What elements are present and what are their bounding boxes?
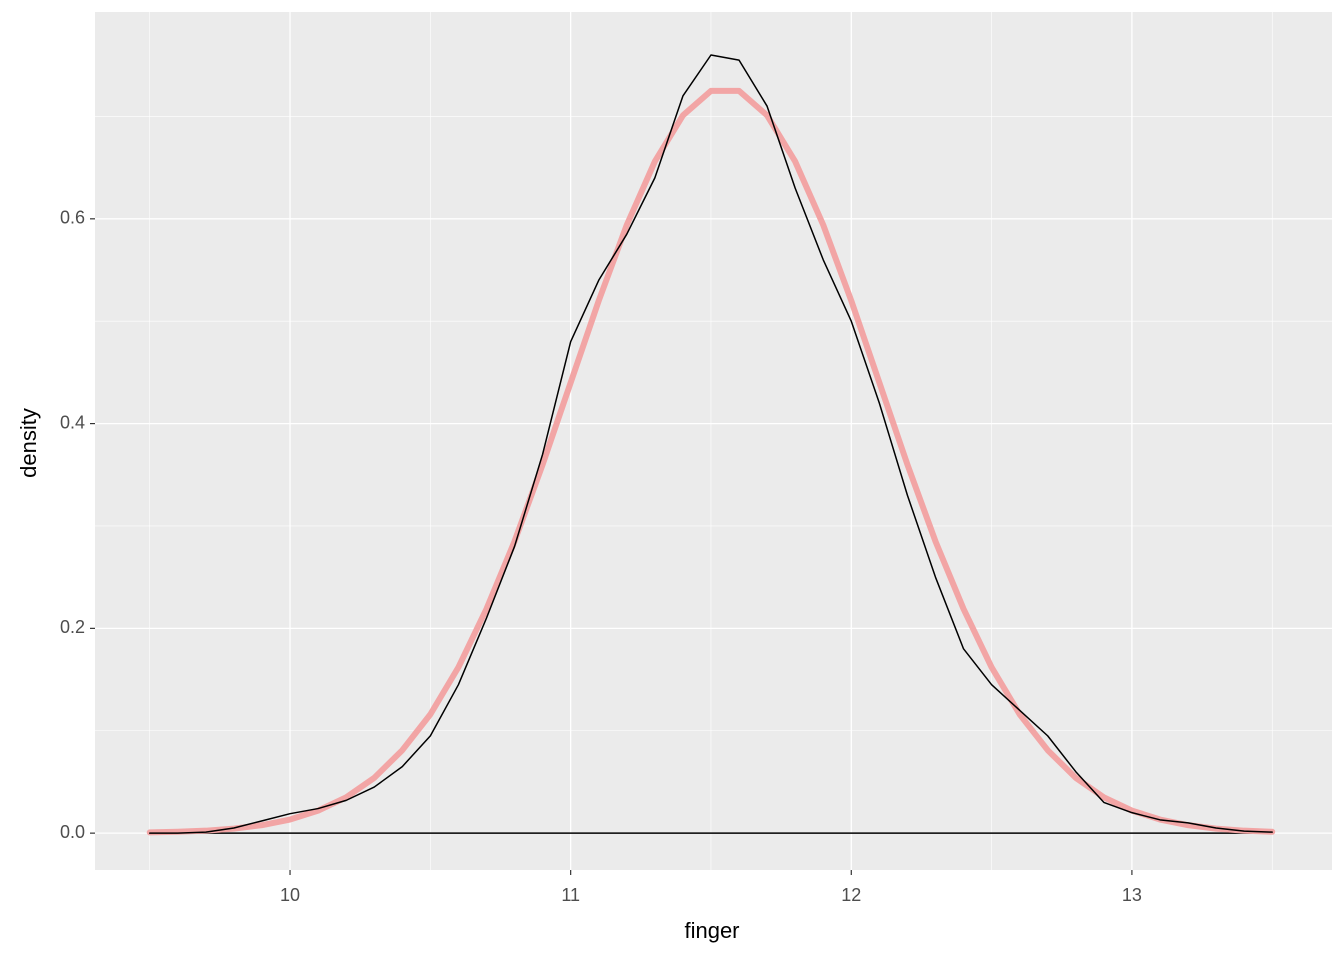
- x-axis-title: finger: [684, 918, 739, 943]
- density-line: [148, 54, 1273, 834]
- x-tick-label: 12: [841, 885, 861, 905]
- y-axis-title: density: [16, 408, 41, 478]
- y-tick-label: 0.2: [60, 617, 85, 637]
- density-line: [146, 87, 1276, 836]
- x-tick-label: 11: [561, 885, 580, 905]
- x-tick-label: 10: [280, 885, 300, 905]
- x-tick-label: 13: [1122, 885, 1142, 905]
- y-tick-label: 0.0: [60, 822, 85, 842]
- y-tick-label: 0.6: [60, 208, 85, 228]
- y-tick-label: 0.4: [60, 412, 85, 432]
- plot-panel: [95, 12, 1332, 870]
